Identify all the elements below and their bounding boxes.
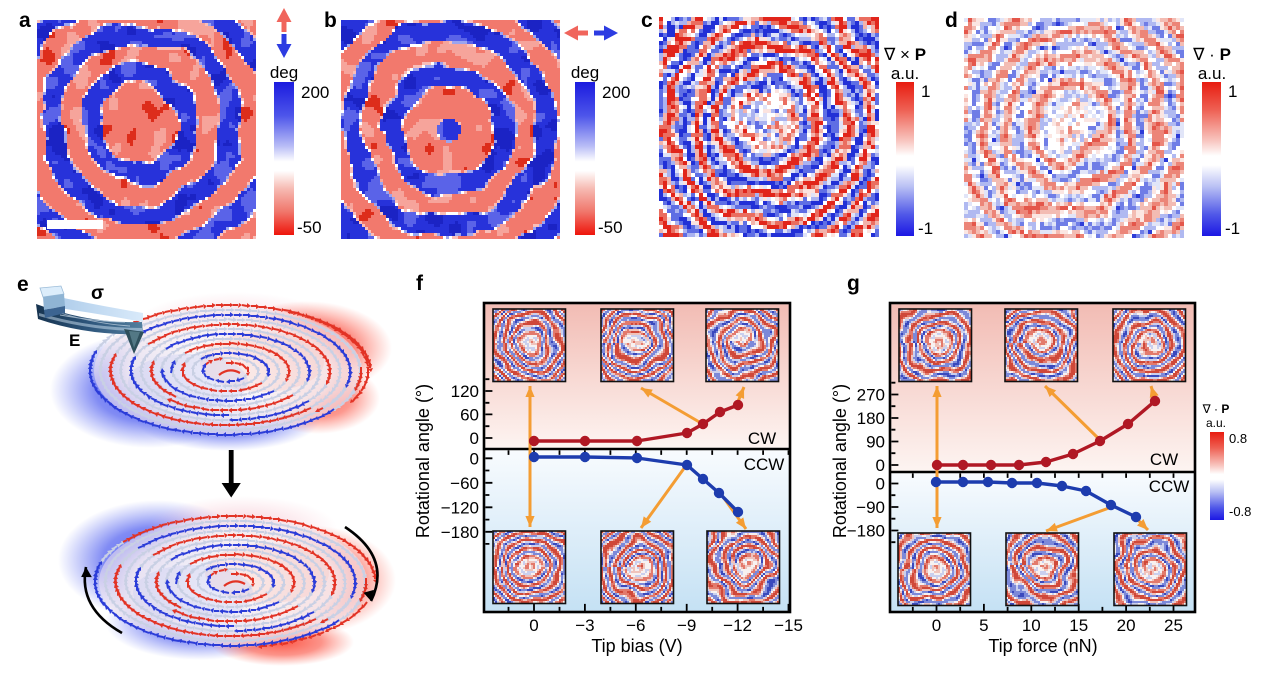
svg-text:60: 60 [460, 405, 479, 424]
svg-text:180: 180 [857, 409, 885, 428]
svg-text:270: 270 [857, 386, 885, 405]
svg-text:−3: −3 [575, 616, 594, 635]
svg-text:a.u.: a.u. [1198, 64, 1226, 83]
svg-text:−120: −120 [441, 498, 479, 517]
svg-text:b: b [324, 9, 337, 32]
svg-text:c: c [641, 9, 653, 32]
svg-text:10: 10 [1022, 616, 1041, 635]
svg-text:−15: −15 [774, 616, 803, 635]
svg-text:1: 1 [1228, 82, 1237, 101]
svg-text:25: 25 [1164, 616, 1183, 635]
svg-text:e: e [17, 273, 29, 296]
svg-text:0: 0 [529, 616, 538, 635]
svg-text:0: 0 [470, 429, 479, 448]
svg-text:CW: CW [748, 429, 776, 448]
svg-text:Rotational angle (°): Rotational angle (°) [413, 384, 433, 538]
svg-text:120: 120 [451, 382, 479, 401]
svg-text:1: 1 [921, 82, 930, 101]
svg-text:E: E [69, 331, 80, 350]
svg-text:200: 200 [301, 83, 329, 102]
svg-text:−60: −60 [450, 474, 479, 493]
svg-text:deg: deg [571, 63, 599, 82]
svg-text:0: 0 [876, 456, 885, 475]
svg-text:−90: −90 [856, 498, 885, 517]
svg-text:200: 200 [602, 83, 630, 102]
svg-text:15: 15 [1069, 616, 1088, 635]
svg-text:20: 20 [1117, 616, 1136, 635]
svg-text:0: 0 [470, 449, 479, 468]
svg-text:-0.8: -0.8 [1229, 504, 1251, 519]
svg-text:g: g [847, 272, 860, 295]
svg-text:∇ · P: ∇ · P [1192, 45, 1231, 64]
svg-text:0: 0 [876, 475, 885, 494]
svg-text:∇ × P: ∇ × P [883, 45, 926, 64]
svg-text:−180: −180 [441, 523, 479, 542]
svg-text:-50: -50 [297, 218, 322, 237]
svg-text:a.u.: a.u. [891, 64, 919, 83]
svg-text:-1: -1 [918, 219, 933, 238]
svg-text:a.u.: a.u. [1206, 416, 1226, 430]
svg-text:CW: CW [1150, 450, 1178, 469]
svg-text:Rotational angle (°): Rotational angle (°) [830, 384, 850, 538]
svg-text:5: 5 [979, 616, 988, 635]
svg-text:a: a [19, 9, 31, 32]
svg-text:∇ · P: ∇ · P [1202, 402, 1230, 416]
svg-text:−12: −12 [723, 616, 752, 635]
svg-text:CCW: CCW [744, 455, 785, 474]
svg-text:0.8: 0.8 [1229, 431, 1247, 446]
svg-text:d: d [945, 9, 958, 32]
svg-text:CCW: CCW [1149, 477, 1190, 496]
svg-text:-50: -50 [598, 218, 623, 237]
svg-text:-1: -1 [1225, 219, 1240, 238]
svg-text:Tip bias (V): Tip bias (V) [591, 636, 682, 656]
svg-text:Tip force (nN): Tip force (nN) [988, 636, 1097, 656]
svg-text:90: 90 [866, 433, 885, 452]
svg-text:−6: −6 [626, 616, 645, 635]
svg-text:0: 0 [932, 616, 941, 635]
svg-text:σ: σ [91, 283, 104, 304]
svg-text:deg: deg [270, 63, 298, 82]
svg-text:f: f [416, 272, 424, 295]
svg-text:−9: −9 [677, 616, 696, 635]
svg-text:−180: −180 [847, 522, 885, 541]
